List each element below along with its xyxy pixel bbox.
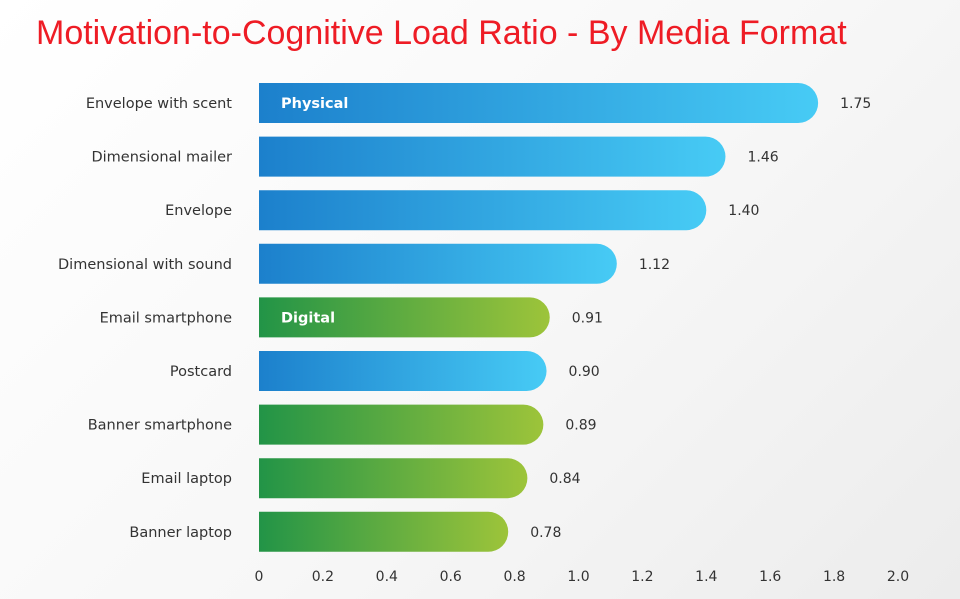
value-label: 0.91 — [572, 310, 603, 326]
bar-dimensional-with-sound — [259, 243, 617, 284]
value-label: 1.12 — [639, 257, 670, 273]
x-tick-label: 0.8 — [503, 569, 525, 585]
category-label: Dimensional mailer — [91, 150, 232, 166]
category-label: Envelope — [165, 203, 232, 219]
category-label: Email smartphone — [100, 310, 233, 326]
value-label: 0.78 — [530, 525, 561, 541]
category-label: Postcard — [170, 364, 232, 380]
value-label: 0.89 — [565, 418, 596, 434]
group-label-physical: Physical — [281, 96, 348, 112]
chart-title: Motivation-to-Cognitive Load Ratio - By … — [36, 14, 847, 52]
bar-email-laptop — [259, 458, 528, 499]
category-label: Email laptop — [141, 471, 232, 487]
bar-envelope-with-scent — [259, 83, 819, 123]
x-tick-label: 0.6 — [440, 569, 462, 585]
bar-email-smartphone — [259, 297, 550, 338]
category-label: Banner smartphone — [88, 418, 232, 434]
x-tick-label: 0.2 — [312, 569, 334, 585]
x-tick-label: 1.6 — [759, 569, 781, 585]
x-tick-label: 1.8 — [823, 569, 845, 585]
value-label: 1.40 — [728, 203, 759, 219]
bar-dimensional-mailer — [259, 136, 726, 177]
bar-banner-laptop — [259, 511, 509, 552]
category-label: Dimensional with sound — [58, 257, 232, 273]
x-tick-label: 2.0 — [887, 569, 909, 585]
x-tick-label: 1.2 — [631, 569, 653, 585]
value-label: 0.84 — [549, 471, 580, 487]
bar-envelope — [259, 190, 707, 231]
category-label: Envelope with scent — [86, 96, 232, 112]
x-tick-label: 1.4 — [695, 569, 717, 585]
value-label: 1.75 — [840, 96, 871, 112]
x-tick-label: 0.4 — [376, 569, 398, 585]
bar-banner-smartphone — [259, 404, 544, 445]
category-label: Banner laptop — [129, 525, 232, 541]
value-label: 0.90 — [569, 364, 600, 380]
x-tick-label: 0 — [255, 569, 264, 585]
bar-postcard — [259, 351, 547, 391]
value-label: 1.46 — [747, 150, 778, 166]
x-tick-label: 1.0 — [567, 569, 589, 585]
group-label-digital: Digital — [281, 310, 335, 326]
